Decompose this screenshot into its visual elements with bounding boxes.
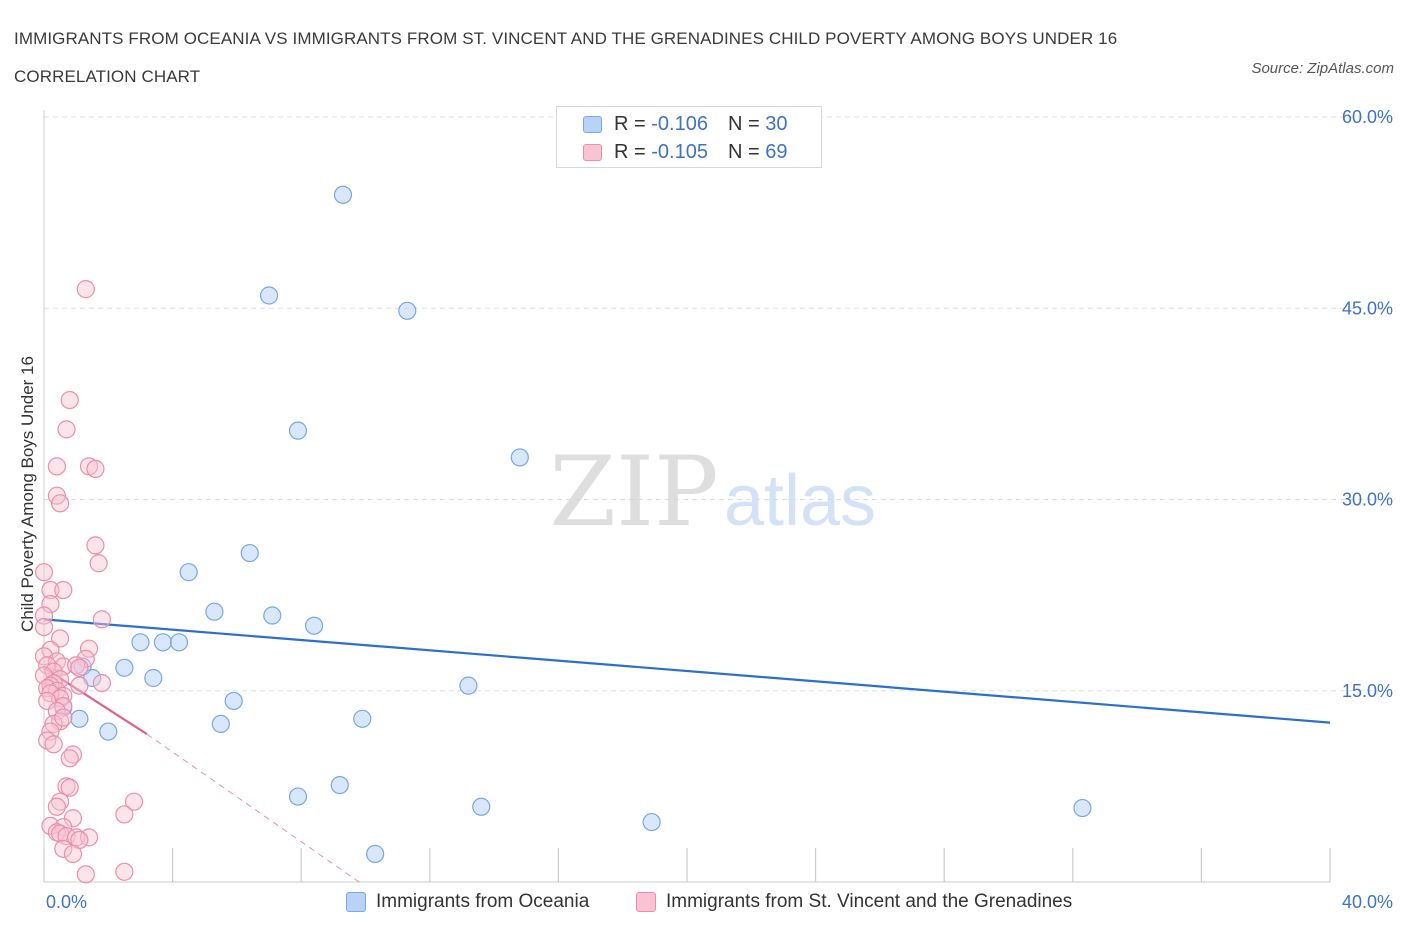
series-svg-points xyxy=(34,280,144,884)
point-oceania xyxy=(144,668,163,688)
legend-n-label: N = xyxy=(727,140,760,163)
point-svg xyxy=(70,658,89,677)
point-svg xyxy=(76,865,95,884)
y-axis-label: Child Poverty Among Boys Under 16 xyxy=(18,356,37,632)
trend-lines xyxy=(43,618,1331,883)
point-oceania xyxy=(99,722,118,741)
point-svg xyxy=(86,536,105,555)
point-oceania xyxy=(333,185,353,204)
y-tick-label-30: 30.0% xyxy=(1342,490,1393,510)
point-svg xyxy=(92,610,111,629)
point-svg xyxy=(70,676,89,695)
point-svg xyxy=(115,805,134,824)
legend-r-value-oceania: -0.106 xyxy=(651,112,708,135)
point-svg xyxy=(54,580,73,600)
trend-line-svg-extension xyxy=(146,733,360,883)
point-svg xyxy=(115,862,134,881)
point-oceania xyxy=(642,812,661,832)
watermark-zip: ZIP xyxy=(549,436,718,548)
point-svg xyxy=(60,749,79,768)
point-oceania xyxy=(131,633,150,652)
chart-title: IMMIGRANTS FROM OCEANIA VS IMMIGRANTS FR… xyxy=(14,29,1118,86)
point-oceania xyxy=(398,301,417,320)
point-oceania xyxy=(288,787,308,806)
point-oceania xyxy=(205,602,224,621)
point-oceania xyxy=(240,543,259,563)
point-oceania xyxy=(263,606,282,625)
point-svg xyxy=(79,639,99,658)
point-oceania xyxy=(288,421,308,440)
point-svg xyxy=(67,656,86,675)
bottom-legend-swatch-svg xyxy=(636,892,656,912)
legend-r-label: R = xyxy=(614,112,646,135)
point-svg xyxy=(60,390,79,410)
point-svg xyxy=(34,617,54,637)
x-tick-label-max: 40.0% xyxy=(1342,892,1393,912)
y-tick-label-15: 15.0% xyxy=(1342,681,1393,701)
point-svg xyxy=(92,673,111,693)
y-tick-label-45: 45.0% xyxy=(1342,298,1393,318)
legend-n-value-svg: 69 xyxy=(765,140,788,163)
trend-line-oceania xyxy=(43,618,1331,724)
y-tick-label-60: 60.0% xyxy=(1342,107,1393,127)
point-svg xyxy=(54,708,73,727)
gridlines xyxy=(44,116,1395,692)
point-svg xyxy=(34,563,54,582)
point-svg xyxy=(76,649,95,668)
tick-labels: 15.0% 30.0% 45.0% 60.0% 0.0% 40.0% xyxy=(46,107,1393,912)
point-oceania xyxy=(510,448,529,467)
bottom-legend-swatch-oceania xyxy=(346,892,366,912)
x-tick-label-min: 0.0% xyxy=(46,892,87,912)
legend-r-value-svg: -0.105 xyxy=(651,140,708,163)
point-svg xyxy=(50,494,70,513)
source-label: Source: ZipAtlas.com xyxy=(1251,60,1394,77)
bottom-legend-oceania: Immigrants from Oceania xyxy=(346,888,589,916)
point-svg xyxy=(41,580,60,600)
point-oceania xyxy=(330,775,349,795)
point-oceania xyxy=(472,797,491,816)
legend-n-value-oceania: 30 xyxy=(765,112,788,135)
point-oceania xyxy=(153,633,173,652)
point-oceania xyxy=(70,709,89,728)
legend-swatch-svg xyxy=(583,143,602,161)
legend-r-label: R = xyxy=(614,140,646,163)
point-svg xyxy=(60,778,79,797)
point-oceania xyxy=(224,691,243,711)
point-oceania xyxy=(169,633,189,652)
point-oceania xyxy=(353,709,372,728)
bottom-legend-label-oceania: Immigrants from Oceania xyxy=(376,891,590,912)
point-oceania xyxy=(179,563,198,582)
point-svg xyxy=(47,797,66,816)
axes xyxy=(43,110,1331,883)
point-svg xyxy=(44,735,63,754)
bottom-legend-svg: Immigrants from St. Vincent and the Gren… xyxy=(636,888,1072,916)
point-svg xyxy=(47,457,66,476)
point-svg xyxy=(50,792,70,811)
point-oceania xyxy=(259,286,279,305)
legend-row-oceania: R = -0.106 N = 30 xyxy=(583,112,787,136)
legend-row-svg: R = -0.105 N = 69 xyxy=(583,140,787,164)
point-oceania xyxy=(304,616,324,635)
point-svg xyxy=(41,594,60,614)
bottom-legend-label-svg: Immigrants from St. Vincent and the Gren… xyxy=(666,891,1073,912)
point-svg xyxy=(86,459,105,478)
watermark: ZIP atlas xyxy=(549,436,876,548)
point-svg xyxy=(57,420,76,439)
legend-swatch-oceania xyxy=(583,115,602,133)
watermark-atlas: atlas xyxy=(724,461,876,541)
point-oceania xyxy=(366,844,385,864)
point-oceania xyxy=(1073,798,1092,818)
point-svg xyxy=(124,792,144,811)
point-oceania xyxy=(459,676,478,695)
point-svg xyxy=(63,844,83,864)
point-oceania xyxy=(115,658,134,677)
point-svg xyxy=(76,280,95,299)
point-svg xyxy=(89,554,108,573)
legend-n-label: N = xyxy=(727,112,760,135)
correlation-legend: R = -0.106 N = 30 R = -0.105 N = 69 xyxy=(556,106,822,168)
point-oceania xyxy=(211,714,230,734)
point-svg xyxy=(54,839,73,858)
